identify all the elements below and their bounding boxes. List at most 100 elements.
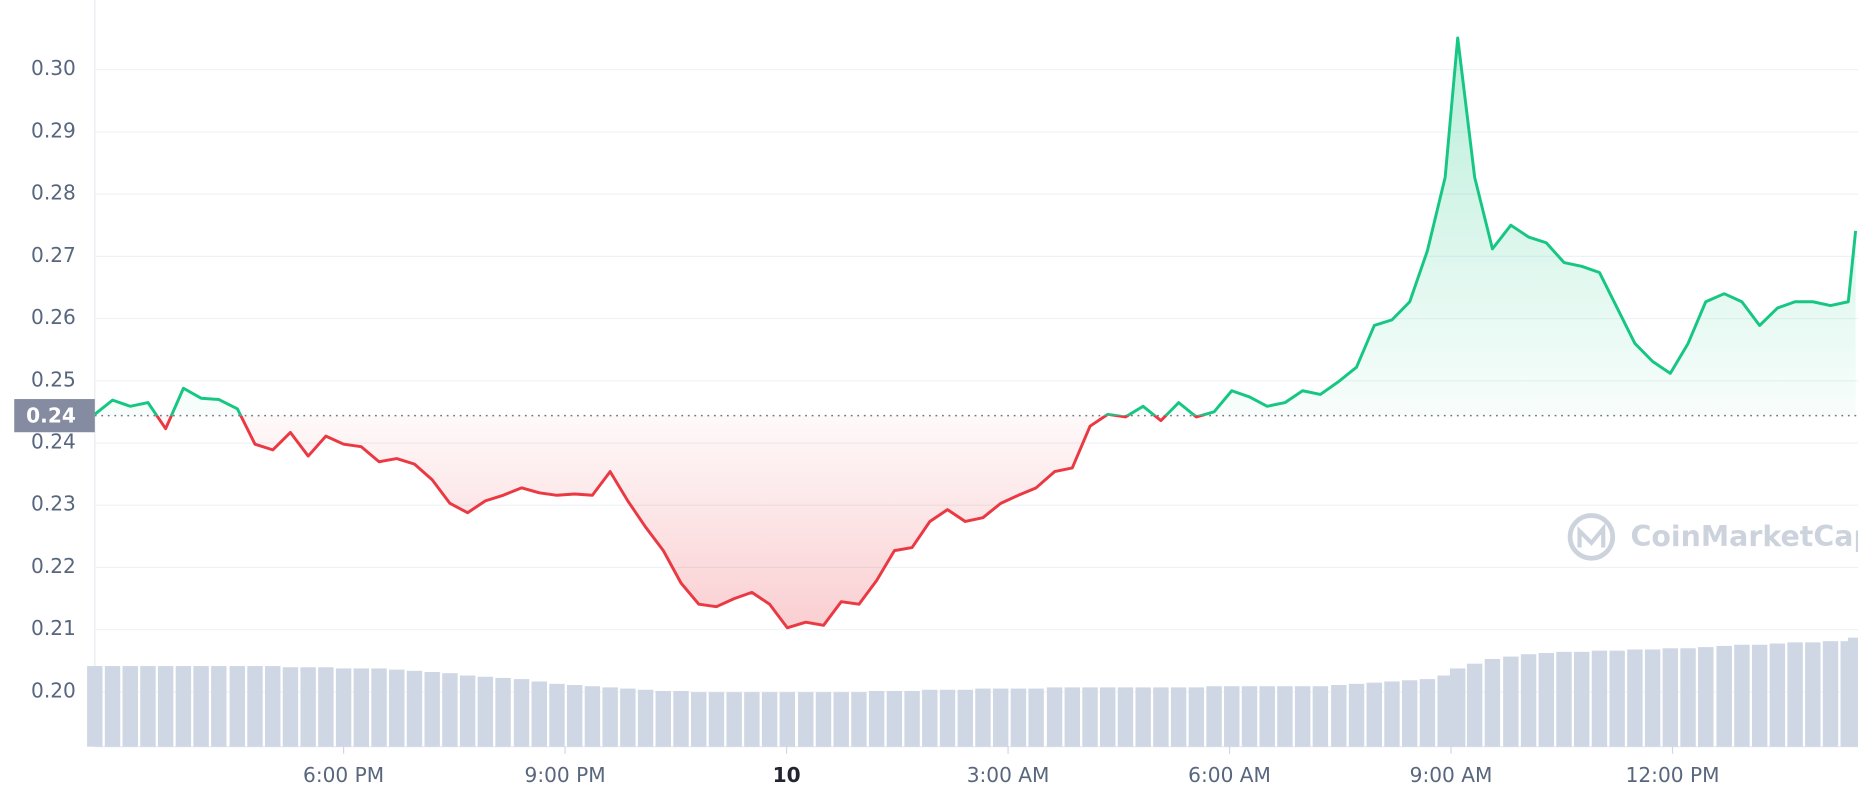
volume-bar — [904, 690, 920, 747]
volume-bar — [779, 692, 796, 747]
watermark: CoinMarketCap — [1567, 513, 1858, 561]
y-tick-label: 0.22 — [31, 554, 76, 578]
volume-bar — [1574, 651, 1590, 747]
y-tick-label: 0.23 — [31, 492, 76, 516]
volume-bar — [495, 677, 511, 747]
baseline-label-box — [14, 399, 95, 433]
volume-bar — [620, 688, 636, 747]
volume-bar — [886, 690, 903, 747]
volume-bar — [1419, 679, 1436, 747]
volume-bar — [389, 669, 405, 747]
baseline-label: 0.24 — [26, 403, 76, 427]
volume-bar — [761, 692, 778, 747]
volume-bar — [726, 692, 742, 747]
volume-bar — [1556, 651, 1572, 747]
x-tick-label: 3:00 AM — [967, 763, 1050, 787]
y-tick-label: 0.24 — [31, 430, 76, 454]
volume-bar — [1100, 687, 1116, 747]
volume-bar — [833, 692, 849, 747]
volume-bar — [531, 681, 547, 747]
volume-bar — [1028, 688, 1044, 747]
volume-bar — [566, 685, 583, 747]
volume-bar — [798, 692, 814, 747]
volume-bar — [637, 689, 654, 747]
volume-bar — [104, 666, 121, 747]
volume-bar — [353, 668, 370, 747]
volume-bar — [1366, 682, 1382, 747]
volume-bar — [975, 688, 991, 747]
volume-bar — [1224, 686, 1240, 747]
price-line-up — [93, 36, 1858, 416]
volume-bar — [247, 666, 263, 747]
volume-bar — [1680, 648, 1696, 747]
volume-bar — [1591, 650, 1608, 747]
volume-bar — [424, 672, 440, 747]
y-tick-label: 0.29 — [31, 118, 76, 142]
volume-bar — [513, 679, 530, 747]
volume-bar — [1206, 686, 1222, 747]
volume-bar — [1466, 663, 1483, 747]
volume-bar — [1010, 688, 1027, 747]
volume-bar — [1520, 654, 1537, 747]
volume-bar — [140, 666, 156, 747]
volume-bar — [87, 666, 103, 747]
volume-bar — [265, 666, 281, 747]
volume-bar — [1609, 650, 1625, 747]
watermark-text: CoinMarketCap — [1630, 520, 1858, 553]
x-tick-label: 9:00 AM — [1410, 763, 1493, 787]
volume-bar — [1662, 648, 1679, 747]
volume-bar — [655, 690, 671, 747]
volume-bar — [922, 689, 938, 747]
volume-bar — [1538, 653, 1554, 747]
y-tick-label: 0.28 — [31, 181, 76, 205]
volume-bar — [1437, 675, 1453, 747]
volume-bar — [602, 687, 618, 747]
volume-bar — [1153, 687, 1169, 747]
volume-bar — [229, 666, 245, 747]
y-tick-label: 0.20 — [31, 678, 76, 702]
volume-bar — [1241, 686, 1258, 747]
x-tick-label: 6:00 AM — [1188, 763, 1271, 787]
volume-bar — [1503, 656, 1519, 747]
volume-bar — [1188, 687, 1205, 747]
area-down — [156, 415, 1201, 628]
volume-bar — [1805, 642, 1821, 747]
volume-bar — [211, 666, 227, 747]
volume-bar — [1484, 658, 1501, 747]
volume-bar — [744, 692, 760, 747]
volume-bar — [1401, 680, 1418, 747]
volume-bar — [459, 675, 476, 747]
volume-bar — [1117, 687, 1134, 747]
y-tick-label: 0.21 — [31, 616, 76, 640]
volume-bar — [406, 670, 423, 747]
y-tick-label: 0.26 — [31, 305, 76, 329]
x-tick-label: 9:00 PM — [525, 763, 606, 787]
volume-bar — [708, 692, 725, 747]
price-line-down — [155, 415, 1207, 630]
volume-bar — [300, 667, 316, 747]
volume-bar — [1384, 681, 1400, 747]
volume-bar — [992, 688, 1009, 747]
volume-bar — [1348, 683, 1365, 747]
volume-bar — [371, 668, 387, 747]
y-tick-label: 0.30 — [31, 56, 76, 80]
volume-bar — [1170, 687, 1187, 747]
volume-bar — [1734, 644, 1750, 747]
volume-bar — [193, 666, 209, 747]
volume-bar — [1331, 685, 1347, 747]
volume-bar — [691, 692, 707, 747]
volume-bar — [584, 686, 601, 747]
volume-bar — [1627, 649, 1643, 747]
y-tick-label: 0.27 — [31, 243, 76, 267]
volume-bar — [1312, 686, 1329, 747]
volume-bar — [335, 668, 352, 747]
volume-bar — [1259, 686, 1275, 747]
volume-bar — [1751, 644, 1768, 747]
volume-bar — [1847, 637, 1858, 747]
volume-bar — [1082, 687, 1098, 747]
volume-bar — [1277, 686, 1293, 747]
volume-bar — [282, 667, 299, 747]
volume-bar — [175, 666, 192, 747]
y-tick-label: 0.25 — [31, 367, 76, 391]
